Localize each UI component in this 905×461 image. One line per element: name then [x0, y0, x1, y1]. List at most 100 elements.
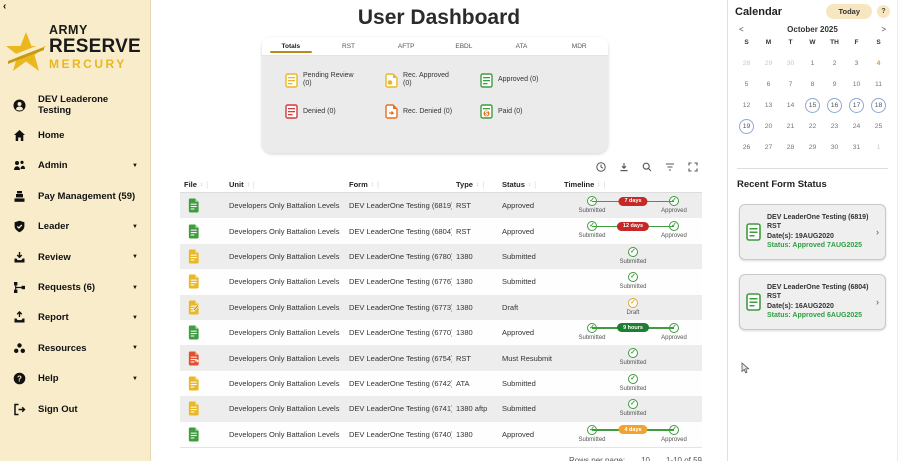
calendar-day[interactable]: 2: [832, 60, 837, 67]
sidebar-item-review[interactable]: Review ▼: [0, 242, 150, 272]
file-cell[interactable]: [180, 224, 225, 239]
tab-ata[interactable]: ATA: [515, 42, 528, 50]
calendar-day[interactable]: 22: [808, 123, 817, 130]
calendar-day[interactable]: 8: [810, 81, 815, 88]
col-timeline[interactable]: Timeline ↕ |: [564, 179, 606, 189]
calendar-day[interactable]: 10: [852, 81, 861, 88]
table-row[interactable]: Developers Only Battalion Levels DEV Lead…: [180, 345, 702, 371]
unit-cell: Developers Only Battalion Levels: [229, 251, 340, 261]
filter-icon[interactable]: [665, 162, 675, 172]
calendar-day[interactable]: 27: [764, 144, 773, 151]
file-cell[interactable]: [180, 325, 225, 340]
col-status[interactable]: Status ↕ |: [502, 179, 537, 189]
tab-rst[interactable]: RST: [342, 42, 355, 50]
table-row[interactable]: Developers Only Battalion Levels DEV Lead…: [180, 370, 702, 397]
calendar-day[interactable]: 30: [830, 144, 839, 151]
today-button[interactable]: Today: [826, 4, 872, 19]
calendar-day[interactable]: 25: [874, 123, 883, 130]
rows-per-page-value[interactable]: 10: [641, 455, 650, 461]
calendar-help-button[interactable]: ?: [877, 5, 890, 18]
calendar-day[interactable]: 21: [786, 123, 795, 130]
calendar-day[interactable]: 6: [766, 81, 771, 88]
calendar-day[interactable]: 11: [874, 81, 883, 88]
sidebar-collapse-icon[interactable]: ‹: [3, 1, 7, 12]
calendar-next-icon[interactable]: >: [881, 25, 886, 34]
table-row[interactable]: Developers Only Battalion Levels DEV Lead…: [180, 319, 702, 346]
sidebar-item-leader[interactable]: Leader ▼: [0, 212, 150, 242]
calendar-day[interactable]: 24: [852, 123, 861, 130]
sidebar-item-report[interactable]: Report ▼: [0, 303, 150, 333]
calendar-day[interactable]: 12: [742, 102, 751, 109]
col-unit[interactable]: Unit ↕ |: [229, 179, 255, 189]
history-icon[interactable]: [596, 162, 606, 172]
table-row[interactable]: Developers Only Battalion Levels DEV Lead…: [180, 294, 702, 320]
file-cell[interactable]: [180, 401, 225, 416]
unit-cell: Developers Only Battalion Levels: [229, 302, 340, 312]
table-row[interactable]: Developers Only Battalion Levels DEV Lead…: [180, 396, 702, 422]
calendar-day[interactable]: 17: [846, 95, 868, 116]
calendar-day[interactable]: 28: [786, 144, 795, 151]
file-cell[interactable]: [180, 249, 225, 264]
calendar-day[interactable]: 13: [764, 102, 773, 109]
col-form[interactable]: Form ↕ |: [349, 179, 379, 189]
search-icon[interactable]: [642, 162, 652, 172]
col-file[interactable]: File ↕ |: [184, 179, 209, 189]
calendar-day[interactable]: 1: [876, 144, 881, 151]
calendar-day[interactable]: 31: [852, 144, 861, 151]
calendar-day[interactable]: 18: [868, 95, 890, 116]
recent-form-card[interactable]: DEV LeaderOne Testing (6804) RST Date(s)…: [739, 273, 886, 330]
timeline-range: 7 days✓Submitted✓Approved: [571, 193, 695, 218]
download-icon[interactable]: [619, 162, 629, 172]
sidebar-item-home[interactable]: Home: [0, 120, 150, 150]
file-cell[interactable]: [180, 274, 225, 289]
calendar-day[interactable]: 3: [854, 60, 859, 67]
calendar-day[interactable]: 1: [810, 60, 815, 67]
file-cell[interactable]: [180, 300, 225, 315]
calendar-day[interactable]: 4: [876, 60, 881, 67]
file-cell[interactable]: [180, 376, 225, 391]
table-row[interactable]: Developers Only Battalion Levels DEV Lead…: [180, 421, 702, 447]
table-row[interactable]: Developers Only Battalion Levels DEV Lead…: [180, 193, 702, 219]
summary-denied: Denied (0): [285, 104, 385, 119]
page-scrollbar[interactable]: [897, 0, 905, 461]
fullscreen-icon[interactable]: [688, 162, 698, 172]
calendar-day[interactable]: 30: [786, 60, 795, 67]
table-row[interactable]: Developers Only Battalion Levels DEV Lead…: [180, 243, 702, 270]
recent-form-card[interactable]: DEV LeaderOne Testing (6819) RST Date(s)…: [739, 204, 886, 260]
calendar-prev-icon[interactable]: <: [739, 25, 744, 34]
sidebar-item-requests[interactable]: Requests (6) ▼: [0, 272, 150, 302]
sidebar-item-profile[interactable]: DEV Leaderone Testing: [0, 90, 150, 120]
file-cell[interactable]: [180, 198, 225, 213]
timeline-step-label: Submitted: [619, 411, 647, 418]
sidebar-item-admin[interactable]: Admin ▼: [0, 151, 150, 181]
sidebar-item-resources[interactable]: Resources ▼: [0, 333, 150, 363]
calendar-day[interactable]: 7: [788, 81, 793, 88]
calendar-title: Calendar: [735, 5, 783, 18]
calendar-day[interactable]: 20: [764, 123, 773, 130]
file-cell[interactable]: [180, 351, 225, 366]
calendar-day[interactable]: 26: [742, 144, 751, 151]
calendar-day[interactable]: 23: [830, 123, 839, 130]
table-row[interactable]: Developers Only Battalion Levels DEV Lead…: [180, 218, 702, 244]
calendar-day[interactable]: 15: [802, 95, 824, 116]
calendar-day[interactable]: 16: [824, 95, 846, 116]
calendar-day[interactable]: 14: [786, 102, 795, 109]
col-type[interactable]: Type ↕ |: [456, 179, 485, 189]
sidebar-item-sign-out[interactable]: Sign Out: [0, 394, 150, 424]
sidebar-item-help[interactable]: ? Help ▼: [0, 364, 150, 394]
calendar-day[interactable]: 5: [744, 81, 749, 88]
pay-register-icon: [14, 190, 25, 202]
tab-mdr[interactable]: MDR: [571, 42, 587, 50]
calendar-day[interactable]: 29: [764, 60, 773, 67]
tab-aftp[interactable]: AFTP: [397, 42, 415, 50]
calendar-day[interactable]: 9: [832, 81, 837, 88]
calendar-day[interactable]: 28: [742, 60, 751, 67]
tab-ebdl[interactable]: EBDL: [455, 42, 473, 50]
tab-totals[interactable]: Totals: [262, 37, 320, 55]
table-row[interactable]: Developers Only Battalion Levels DEV Lead…: [180, 269, 702, 295]
sidebar-item-label: Report: [38, 312, 69, 324]
file-cell[interactable]: [180, 427, 225, 442]
sidebar-item-pay-management[interactable]: Pay Management (59): [0, 181, 150, 211]
calendar-day[interactable]: 29: [808, 144, 817, 151]
calendar-day[interactable]: 19: [736, 116, 758, 137]
